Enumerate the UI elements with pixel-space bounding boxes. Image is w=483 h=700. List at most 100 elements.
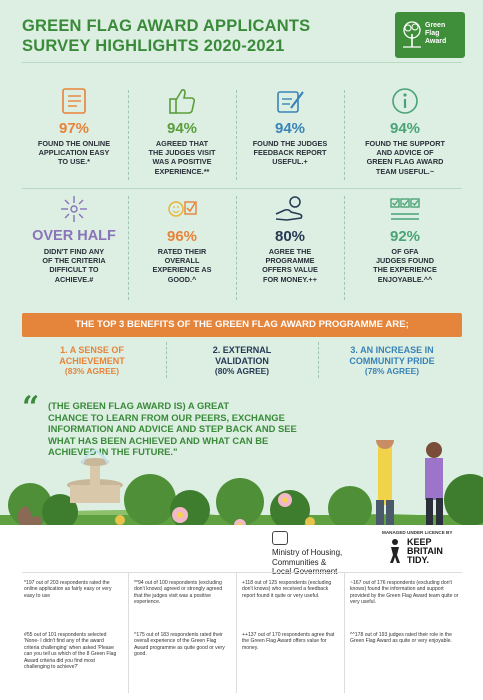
stat-line: RATED THEIR: [157, 247, 207, 256]
divider: [128, 196, 129, 300]
stat-line: AGREED THAT: [155, 139, 209, 148]
stat-line: GREEN FLAG AWARD: [366, 157, 444, 167]
logo-line: Green: [425, 22, 446, 29]
stat-judges-visit: 94% AGREED THAT THE JUDGES VISIT WAS A P…: [130, 86, 234, 176]
stat-value-for-money: 80% AGREE THE PROGRAMME OFFERS VALUE FOR…: [238, 194, 342, 284]
footnote: +118 out of 125 respondents (excluding d…: [242, 580, 332, 599]
stat-line: AND ADVICE OF: [376, 148, 434, 158]
quote-line: ACHIEVED IN THE FUTURE.": [48, 446, 178, 458]
benefits-banner: THE TOP 3 BENEFITS OF THE GREEN FLAG AWA…: [22, 313, 462, 337]
stat-value: 94%: [389, 120, 421, 137]
stat-line: GOOD.^: [167, 274, 197, 284]
stat-feedback-report: 94% FOUND THE JUDGES FEEDBACK REPORT USE…: [238, 86, 342, 167]
stat-line: FOUND THE ONLINE: [37, 139, 111, 148]
benefit-line: 3. AN INCREASE IN: [350, 345, 434, 355]
stat-text: FOUND THE JUDGES FEEDBACK REPORT USEFUL.…: [238, 139, 342, 167]
stat-text: FOUND THE ONLINE APPLICATION EASY TO USE…: [22, 139, 126, 167]
divider: [128, 90, 129, 180]
divider: [236, 196, 237, 300]
stat-line: AGREE THE: [268, 247, 312, 256]
stat-support-advice: 94% FOUND THE SUPPORT AND ADVICE OF GREE…: [346, 86, 464, 176]
stat-judges-enjoyable: 92% OF GFA JUDGES FOUND THE EXPERIENCE E…: [346, 194, 464, 284]
footnote: *197 out of 203 respondents rated the on…: [24, 580, 112, 599]
stat-line: OVERALL: [164, 256, 200, 266]
ministry-logo-text: Ministry of Housing, Communities & Local…: [272, 548, 342, 577]
stat-value: 94%: [274, 120, 306, 137]
crest-icon: [272, 531, 288, 545]
stat-line: ACHIEVE.#: [54, 274, 94, 284]
kbt-line: KEEP: [407, 537, 432, 547]
checkbox-row-icon: [390, 198, 420, 220]
kbt-line: TIDY.: [407, 555, 430, 565]
stat-overall-experience: 96% RATED THEIR OVERALL EXPERIENCE AS GO…: [130, 194, 234, 284]
divider: [22, 188, 462, 189]
benefit-achievement: 1. A SENSE OF ACHIEVEMENT (83% AGREE): [22, 345, 162, 377]
hand-coin-icon: [275, 196, 303, 221]
divider: [166, 342, 167, 378]
managed-by-label: MANAGED UNDER LICENCE BY: [382, 530, 453, 535]
tidyman-icon: [390, 539, 400, 563]
stat-text: AGREE THE PROGRAMME OFFERS VALUE FOR MON…: [238, 247, 342, 284]
stat-line: FOUND THE SUPPORT: [365, 139, 445, 148]
stat-line: WAS A POSITIVE: [152, 157, 212, 167]
stat-online-application: 97% FOUND THE ONLINE APPLICATION EASY TO…: [22, 86, 126, 167]
stat-text: RATED THEIR OVERALL EXPERIENCE AS GOOD.^: [130, 247, 234, 284]
benefit-line: (83% AGREE): [64, 366, 120, 376]
divider: [22, 62, 462, 63]
stat-line: FOR MONEY.++: [263, 274, 317, 284]
stat-line: USEFUL.+: [272, 157, 308, 167]
benefit-line: VALIDATION: [215, 355, 269, 366]
divider: [344, 90, 345, 180]
logo-line: Flag: [425, 30, 440, 37]
stat-value: OVER HALF: [32, 228, 116, 244]
footnote: **94 out of 100 respondents (excluding d…: [134, 580, 223, 606]
stat-line: JUDGES FOUND: [376, 256, 434, 266]
stat-text: DIDN'T FIND ANY OF THE CRITERIA DIFFICUL…: [22, 247, 126, 284]
page-title: GREEN FLAG AWARD APPLICANTS SURVEY HIGHL…: [22, 16, 382, 56]
stat-line: THE EXPERIENCE: [373, 265, 437, 275]
logo-line: Award: [425, 38, 447, 45]
logo-text: Green Flag Award: [425, 22, 446, 46]
stat-line: DIFFICULT TO: [49, 265, 99, 275]
stat-line: EXPERIENCE AS: [152, 265, 212, 275]
footnote: #55 out of 101 respondents selected 'Non…: [24, 632, 117, 671]
stat-line: PROGRAMME: [265, 256, 315, 266]
quote-line: WHAT HAS BEEN ACHIEVED AND WHAT CAN BE: [48, 434, 269, 446]
stat-line: TO USE.*: [58, 157, 90, 167]
footnote: ~167 out of 176 respondents (excluding d…: [350, 580, 459, 606]
kbt-line: BRITAIN: [407, 546, 443, 556]
stat-value: 80%: [274, 228, 306, 245]
testimonial-quote: (THE GREEN FLAG AWARD IS) A GREAT CHANCE…: [48, 400, 348, 458]
stat-line: OF GFA: [391, 247, 419, 256]
ministry-line: Communities &: [272, 557, 327, 567]
stat-value: 97%: [58, 120, 90, 137]
divider: [318, 342, 319, 378]
divider: [236, 90, 237, 180]
benefit-line: COMMUNITY PRIDE: [349, 355, 435, 366]
footer: [0, 525, 483, 700]
benefit-line: 1. A SENSE OF: [60, 345, 124, 355]
quote-line: (THE GREEN FLAG AWARD IS) A GREAT: [48, 400, 230, 411]
stat-line: OF THE CRITERIA: [42, 256, 106, 266]
benefit-validation: 2. EXTERNAL VALIDATION (80% AGREE): [172, 345, 312, 377]
stat-line: EXPERIENCE.**: [154, 166, 210, 176]
checklist-icon: [62, 88, 86, 114]
title-line-2: SURVEY HIGHLIGHTS 2020-2021: [22, 37, 285, 55]
stat-line: APPLICATION EASY: [38, 148, 110, 158]
report-pen-icon: [277, 91, 304, 113]
benefit-line: 2. EXTERNAL: [212, 345, 272, 355]
footnote: ^175 out of 183 respondents rated their …: [134, 632, 225, 658]
thumbs-up-icon: [169, 89, 196, 114]
divider: [128, 573, 129, 693]
kbt-wordmark: KEEP BRITAIN TIDY.: [407, 538, 443, 565]
stat-line: FEEDBACK REPORT: [253, 148, 327, 158]
smiley-check-icon: [168, 201, 197, 217]
benefit-line: ACHIEVEMENT: [59, 355, 125, 366]
divider: [344, 196, 345, 300]
stat-criteria: OVER HALF DIDN'T FIND ANY OF THE CRITERI…: [22, 194, 126, 284]
benefit-community-pride: 3. AN INCREASE IN COMMUNITY PRIDE (78% A…: [322, 345, 462, 377]
quote-mark-icon: “: [22, 390, 40, 425]
footnote: ++137 out of 170 respondents agree that …: [242, 632, 335, 651]
divider: [344, 573, 345, 693]
